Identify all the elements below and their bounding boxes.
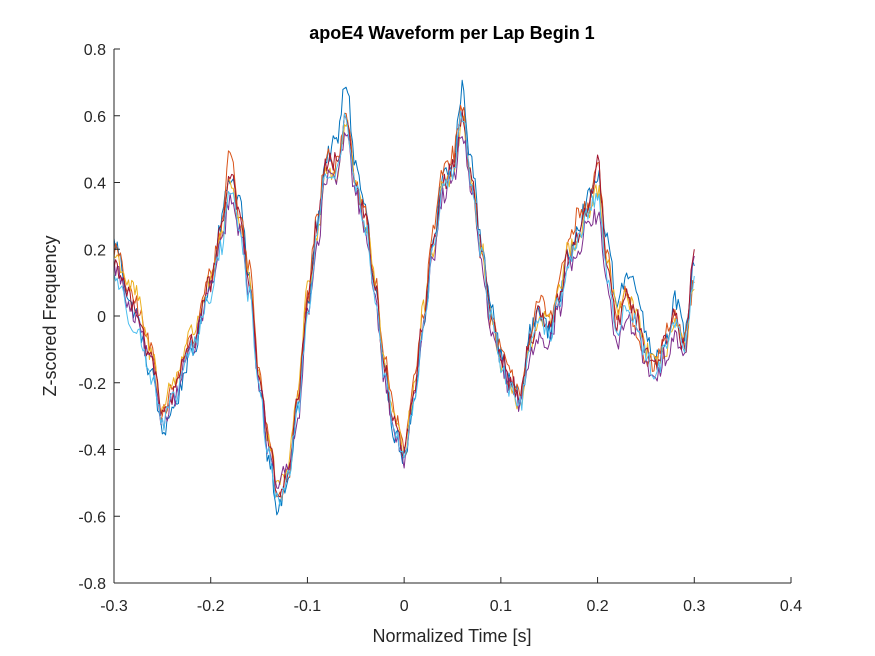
series-line <box>113 110 695 507</box>
y-tick-label: 0 <box>97 309 106 326</box>
y-axis-label: Z-scored Frequency <box>40 235 60 396</box>
x-tick-label: 0.2 <box>586 598 608 615</box>
series-line <box>113 132 695 489</box>
series-layer <box>113 79 695 516</box>
axes-layer: -0.3 -0.2 -0.1 0 0.1 0.2 0.3 0.4 -0.8 -0.6 -0.4 -0.… <box>78 42 802 615</box>
y-tick-label: -0.8 <box>78 576 106 593</box>
y-tick-label: -0.2 <box>78 376 106 393</box>
x-tick-label: -0.2 <box>197 598 225 615</box>
y-tick-label: -0.4 <box>78 443 106 460</box>
series-line <box>113 110 695 498</box>
chart-title: apoE4 Waveform per Lap Begin 1 <box>309 23 594 43</box>
x-tick-label: 0.3 <box>683 598 705 615</box>
y-tick-label: 0.4 <box>84 176 106 193</box>
x-axis-label: Normalized Time [s] <box>372 626 531 646</box>
x-tick-label: 0.1 <box>490 598 512 615</box>
y-tick-label: -0.6 <box>78 509 106 526</box>
x-tick-label: 0 <box>400 598 409 615</box>
x-tick-label: -0.1 <box>294 598 322 615</box>
x-tick-label: -0.3 <box>100 598 128 615</box>
y-tick-label: 0.6 <box>84 109 106 126</box>
y-tick-label: 0.8 <box>84 42 106 59</box>
x-tick-label: 0.4 <box>780 598 802 615</box>
y-tick-label: 0.2 <box>84 242 106 259</box>
axes-background <box>114 49 791 583</box>
